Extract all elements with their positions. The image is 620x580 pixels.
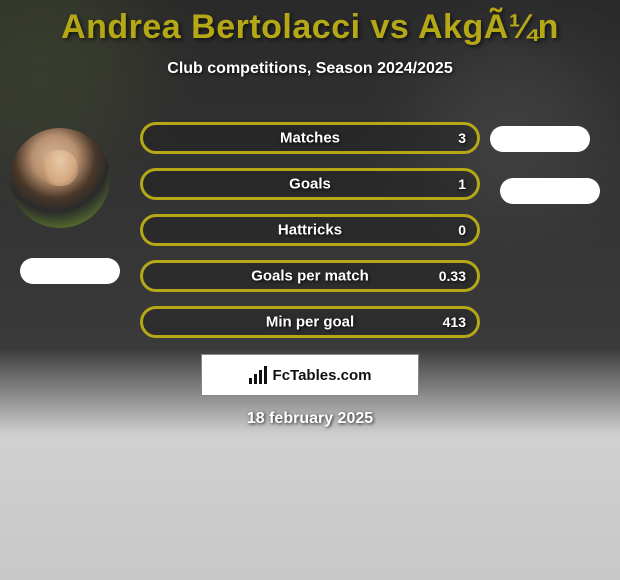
comparison-card: Andrea Bertolacci vs AkgÃ¼n Club competi…	[0, 0, 620, 580]
team-pill-right-1	[490, 126, 590, 152]
stat-border	[140, 122, 480, 154]
player-avatar-left	[10, 128, 110, 228]
date-text: 18 february 2025	[0, 410, 620, 428]
stat-border	[140, 214, 480, 246]
stat-label: Matches	[140, 130, 480, 147]
stat-row: Goals per match0.33	[140, 260, 480, 292]
stat-value: 3	[458, 130, 466, 146]
fctables-label: FcTables.com	[273, 367, 372, 384]
stat-value: 0	[458, 222, 466, 238]
team-pill-left	[20, 258, 120, 284]
stat-row: Matches3	[140, 122, 480, 154]
team-pill-right-2	[500, 178, 600, 204]
stat-label: Goals per match	[140, 268, 480, 285]
stat-label: Min per goal	[140, 314, 480, 331]
stat-value: 1	[458, 176, 466, 192]
stat-value: 413	[443, 314, 466, 330]
stat-row: Min per goal413	[140, 306, 480, 338]
fctables-badge: FcTables.com	[201, 354, 419, 396]
stats-column: Matches3Goals1Hattricks0Goals per match0…	[140, 122, 480, 352]
stat-border	[140, 306, 480, 338]
stat-value: 0.33	[439, 268, 466, 284]
stat-label: Hattricks	[140, 222, 480, 239]
subtitle: Club competitions, Season 2024/2025	[0, 60, 620, 78]
stat-row: Goals1	[140, 168, 480, 200]
page-title: Andrea Bertolacci vs AkgÃ¼n	[0, 8, 620, 47]
bars-icon	[249, 366, 267, 384]
stat-border	[140, 260, 480, 292]
stat-label: Goals	[140, 176, 480, 193]
stat-border	[140, 168, 480, 200]
stat-row: Hattricks0	[140, 214, 480, 246]
